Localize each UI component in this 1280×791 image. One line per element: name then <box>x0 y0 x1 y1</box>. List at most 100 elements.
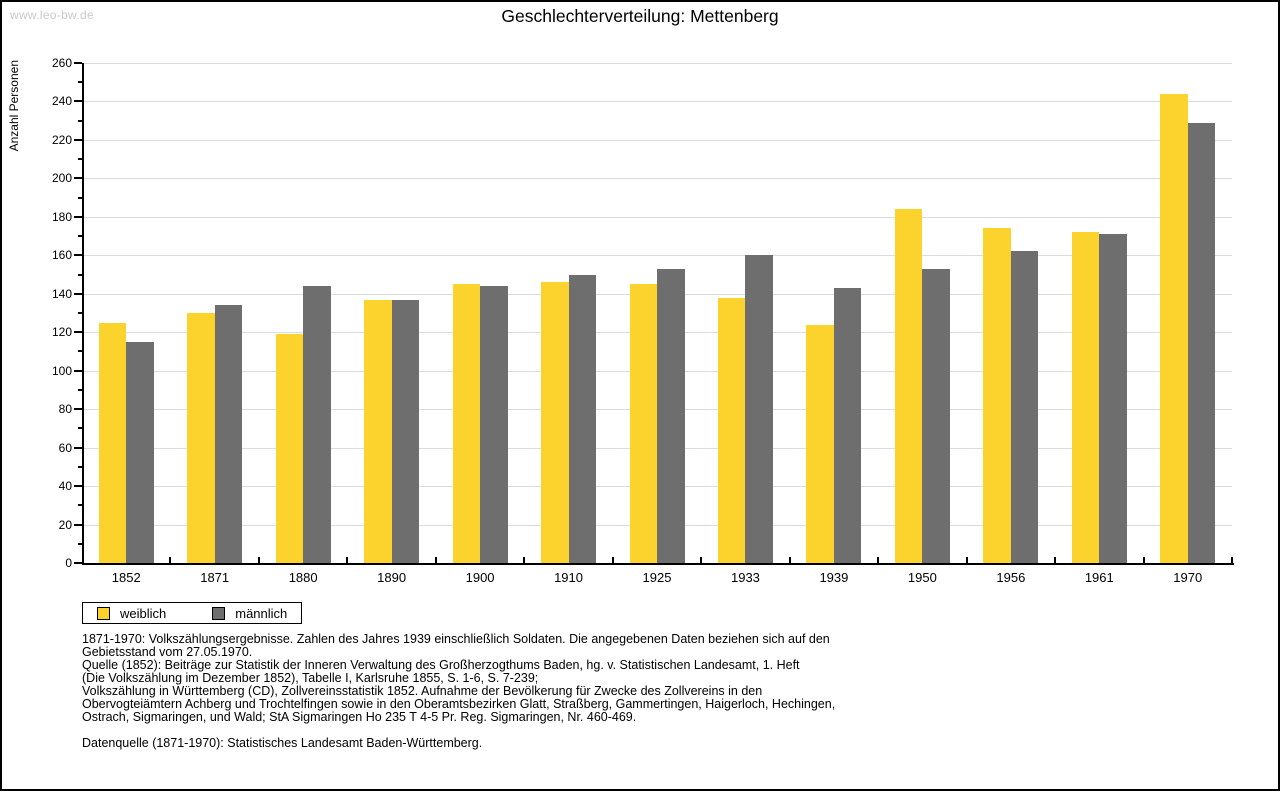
legend-item-männlich: männlich <box>212 606 287 621</box>
y-major-tick <box>74 177 82 180</box>
y-minor-tick <box>78 158 82 161</box>
x-boundary-tick <box>1231 557 1233 563</box>
y-gridline <box>82 139 1232 141</box>
y-minor-tick <box>78 196 82 199</box>
x-category-label-1871: 1871 <box>200 570 230 585</box>
legend-label-männlich: männlich <box>235 605 288 621</box>
x-category-label-1956: 1956 <box>996 570 1026 585</box>
bar-männlich-1871 <box>214 305 243 563</box>
y-tick-label: 200 <box>51 171 72 186</box>
y-gridline <box>82 216 1232 218</box>
bar-männlich-1890 <box>391 299 420 563</box>
bar-weiblich-1956 <box>983 228 1011 563</box>
legend-item-weiblich: weiblich <box>97 606 166 621</box>
x-boundary-tick <box>788 557 791 563</box>
bar-männlich-1852 <box>126 341 154 563</box>
bar-weiblich-1910 <box>541 282 569 563</box>
y-tick-label: 260 <box>51 56 72 70</box>
bar-männlich-1910 <box>568 274 597 563</box>
bar-weiblich-1933 <box>717 297 746 563</box>
y-minor-tick <box>78 504 82 507</box>
bar-männlich-1880 <box>303 286 331 563</box>
y-major-tick <box>74 62 82 64</box>
bar-männlich-1970 <box>1187 122 1216 563</box>
bar-weiblich-1970 <box>1160 93 1188 563</box>
bar-weiblich-1900 <box>452 284 481 563</box>
y-tick-label: 20 <box>58 517 72 532</box>
legend-label-weiblich: weiblich <box>120 605 167 621</box>
x-category-label-1925: 1925 <box>642 570 672 585</box>
chart-title: Geschlechterverteilung: Mettenberg <box>501 6 779 26</box>
y-tick-label: 0 <box>65 556 72 570</box>
x-axis-line <box>82 563 1234 565</box>
x-category-label-1950: 1950 <box>907 570 937 585</box>
x-category-label-1910: 1910 <box>554 570 583 585</box>
x-category-label-1890: 1890 <box>377 570 407 585</box>
y-major-tick <box>74 485 82 488</box>
bar-männlich-1956 <box>1010 251 1039 563</box>
y-major-tick <box>74 562 82 564</box>
x-category-label-1880: 1880 <box>288 570 318 585</box>
footer-note-line: Ostrach, Sigmaringen, und Wald; StA Sigm… <box>82 710 637 724</box>
x-boundary-tick <box>257 557 260 563</box>
footer-note-line: Gebietsstand vom 27.05.1970. <box>82 645 253 659</box>
x-category-label-1961: 1961 <box>1084 570 1114 585</box>
y-tick-label: 120 <box>51 325 72 340</box>
x-category-label-1939: 1939 <box>819 570 849 585</box>
y-minor-tick <box>78 119 82 122</box>
legend-swatch-männlich <box>212 606 226 620</box>
y-gridline <box>82 178 1232 180</box>
watermark: www.leo-bw.de <box>10 8 94 22</box>
x-boundary-tick <box>434 557 437 563</box>
y-major-tick <box>74 523 82 526</box>
bar-männlich-1925 <box>657 268 685 563</box>
bar-männlich-1961 <box>1099 234 1127 563</box>
y-tick-label: 160 <box>51 248 72 263</box>
x-category-label-1970: 1970 <box>1173 570 1203 585</box>
x-boundary-tick <box>346 557 349 563</box>
y-tick-label: 60 <box>58 440 72 455</box>
y-gridline <box>82 255 1232 257</box>
footer-notes: 1871-1970: Volkszählungsergebnisse. Zahl… <box>82 633 1232 750</box>
bar-weiblich-1939 <box>806 324 834 563</box>
bar-weiblich-1871 <box>187 313 215 563</box>
footer-note-line: 1871-1970: Volkszählungsergebnisse. Zahl… <box>82 632 830 646</box>
y-major-tick <box>74 331 82 334</box>
y-minor-tick <box>78 427 82 430</box>
footer-note-line: Obervogteiämtern Achberg und Trochtelfin… <box>82 697 836 711</box>
y-axis-label-wrap: Anzahl Personen <box>7 60 23 175</box>
x-boundary-tick <box>877 557 880 563</box>
y-minor-tick <box>78 542 82 545</box>
bar-weiblich-1925 <box>629 284 657 563</box>
y-major-tick <box>74 138 82 141</box>
y-major-tick <box>74 215 82 218</box>
bar-männlich-1939 <box>833 288 862 563</box>
y-tick-label: 220 <box>51 132 72 147</box>
y-major-tick <box>74 254 82 257</box>
bar-weiblich-1852 <box>98 322 127 563</box>
footer-source-lines: 1871-1970: Volkszählungsergebnisse. Zahl… <box>82 633 1232 724</box>
x-boundary-tick <box>523 557 526 563</box>
y-major-tick <box>74 100 82 103</box>
bar-weiblich-1950 <box>894 209 923 563</box>
datenquelle-line: Datenquelle (1871-1970): Statistisches L… <box>82 736 483 750</box>
y-axis-label: Anzahl Personen <box>7 60 21 152</box>
x-boundary-tick <box>611 557 614 563</box>
y-tick-label: 240 <box>51 94 72 109</box>
y-minor-tick <box>78 235 82 238</box>
legend-box: weiblich männlich <box>82 602 303 624</box>
y-minor-tick <box>78 273 82 276</box>
y-minor-tick <box>78 81 82 84</box>
x-boundary-tick <box>965 557 968 563</box>
footer-note-line: Volkszählung in Württemberg (CD), Zollve… <box>82 684 763 698</box>
y-minor-tick <box>78 312 82 314</box>
bar-männlich-1950 <box>922 268 950 563</box>
y-major-tick <box>74 408 82 411</box>
y-gridline <box>82 63 1232 64</box>
legend-swatch-weiblich <box>97 606 110 620</box>
y-major-tick <box>74 369 82 372</box>
y-tick-label: 180 <box>51 209 72 224</box>
bar-weiblich-1890 <box>364 299 392 563</box>
footer-note-line: Quelle (1852): Beiträge zur Statistik de… <box>82 658 800 672</box>
